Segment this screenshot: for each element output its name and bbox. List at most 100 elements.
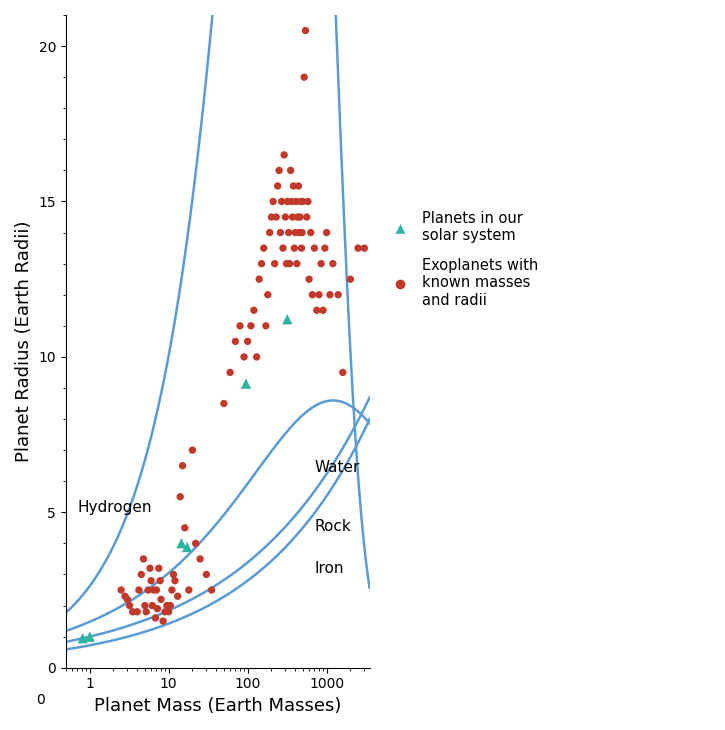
Point bbox=[240, 378, 252, 390]
Point bbox=[269, 258, 281, 269]
Point bbox=[224, 366, 236, 378]
Point bbox=[299, 72, 310, 83]
Point bbox=[327, 258, 339, 269]
Text: Rock: Rock bbox=[315, 519, 351, 534]
Point bbox=[289, 242, 300, 254]
Point bbox=[146, 600, 158, 612]
Point bbox=[258, 242, 270, 254]
Point bbox=[139, 600, 151, 612]
Point bbox=[282, 196, 294, 207]
Point bbox=[167, 569, 179, 580]
Point bbox=[145, 575, 157, 586]
Point bbox=[273, 164, 285, 176]
Point bbox=[292, 211, 304, 223]
Point bbox=[358, 242, 370, 254]
Point bbox=[277, 242, 289, 254]
Point bbox=[160, 606, 171, 618]
Point bbox=[142, 584, 154, 596]
Point bbox=[175, 537, 187, 549]
Point bbox=[141, 606, 152, 618]
Point bbox=[324, 289, 336, 301]
Point bbox=[155, 593, 167, 605]
Point bbox=[344, 273, 356, 285]
Point bbox=[281, 313, 293, 325]
Point bbox=[311, 304, 323, 316]
Point bbox=[303, 273, 315, 285]
Point bbox=[124, 600, 136, 612]
Point bbox=[77, 632, 88, 644]
Point bbox=[285, 164, 297, 176]
Point bbox=[138, 553, 149, 565]
Point bbox=[297, 196, 309, 207]
Point bbox=[177, 460, 189, 472]
Point bbox=[309, 242, 320, 254]
Point bbox=[332, 289, 344, 301]
Point bbox=[315, 258, 327, 269]
Point bbox=[295, 196, 307, 207]
Point bbox=[149, 612, 161, 624]
Point bbox=[305, 227, 317, 239]
Point bbox=[152, 603, 163, 615]
Point bbox=[294, 211, 306, 223]
Point bbox=[289, 227, 301, 239]
Point bbox=[283, 258, 295, 269]
X-axis label: Planet Mass (Earth Masses): Planet Mass (Earth Masses) bbox=[94, 697, 341, 715]
Point bbox=[253, 273, 265, 285]
Point bbox=[84, 631, 96, 642]
Point bbox=[206, 584, 218, 596]
Point bbox=[194, 553, 206, 565]
Point bbox=[242, 336, 254, 347]
Point bbox=[115, 584, 127, 596]
Point bbox=[239, 351, 250, 363]
Point bbox=[190, 537, 202, 549]
Point bbox=[157, 615, 169, 627]
Text: Hydrogen: Hydrogen bbox=[78, 500, 152, 515]
Point bbox=[268, 196, 279, 207]
Point bbox=[169, 575, 181, 586]
Point bbox=[318, 304, 329, 316]
Point bbox=[133, 584, 145, 596]
Point bbox=[153, 562, 165, 574]
Point bbox=[276, 196, 288, 207]
Text: Water: Water bbox=[315, 460, 360, 475]
Point bbox=[296, 242, 307, 254]
Point bbox=[248, 304, 260, 316]
Point bbox=[256, 258, 268, 269]
Point bbox=[148, 584, 160, 596]
Point bbox=[151, 584, 162, 596]
Point bbox=[291, 258, 302, 269]
Point bbox=[281, 258, 292, 269]
Point bbox=[136, 569, 147, 580]
Legend: Planets in our
solar system, Exoplanets with
known masses
and radii: Planets in our solar system, Exoplanets … bbox=[380, 205, 544, 313]
Point bbox=[294, 227, 305, 239]
Point bbox=[260, 320, 272, 331]
Point bbox=[245, 320, 257, 331]
Point bbox=[230, 336, 241, 347]
Point bbox=[166, 584, 178, 596]
Point bbox=[313, 289, 325, 301]
Point bbox=[234, 320, 246, 331]
Point bbox=[251, 351, 262, 363]
Point bbox=[278, 149, 290, 161]
Text: 0: 0 bbox=[36, 693, 45, 707]
Point bbox=[265, 211, 277, 223]
Point bbox=[319, 242, 331, 254]
Point bbox=[301, 211, 312, 223]
Point bbox=[337, 366, 349, 378]
Text: Iron: Iron bbox=[315, 561, 344, 576]
Point bbox=[286, 211, 298, 223]
Point bbox=[297, 227, 308, 239]
Point bbox=[286, 196, 297, 207]
Point bbox=[262, 289, 273, 301]
Point bbox=[302, 196, 314, 207]
Point bbox=[201, 569, 212, 580]
Point bbox=[186, 445, 198, 456]
Point bbox=[290, 196, 302, 207]
Point bbox=[307, 289, 318, 301]
Point bbox=[321, 227, 333, 239]
Point bbox=[175, 491, 186, 503]
Point bbox=[119, 591, 130, 602]
Point bbox=[131, 606, 143, 618]
Point bbox=[127, 606, 138, 618]
Point bbox=[122, 593, 133, 605]
